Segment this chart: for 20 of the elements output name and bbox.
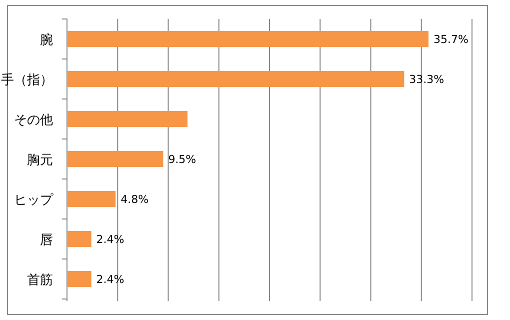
y-tick-label: 胸元: [27, 153, 53, 168]
y-tick-label: ヒップ: [14, 193, 54, 208]
data-label: 35.7%: [433, 33, 468, 46]
bar: [67, 191, 116, 207]
bar: [67, 151, 164, 167]
y-tick-label: その他: [14, 113, 53, 128]
data-label: 9.5%: [168, 153, 196, 166]
bar: [67, 271, 92, 287]
data-label: 2.4%: [96, 233, 124, 246]
bar: [67, 31, 428, 47]
y-tick-label: 手（指）: [1, 73, 53, 88]
bar: [67, 111, 188, 127]
bar: [67, 71, 404, 87]
y-tick-label: 唇: [40, 233, 53, 248]
data-label: 4.8%: [120, 193, 149, 206]
bar: [67, 231, 92, 247]
data-label: 2.4%: [96, 273, 124, 286]
y-tick-label: 腕: [40, 33, 53, 48]
data-label: 33.3%: [409, 73, 444, 86]
y-tick-label: 首筋: [27, 273, 53, 288]
